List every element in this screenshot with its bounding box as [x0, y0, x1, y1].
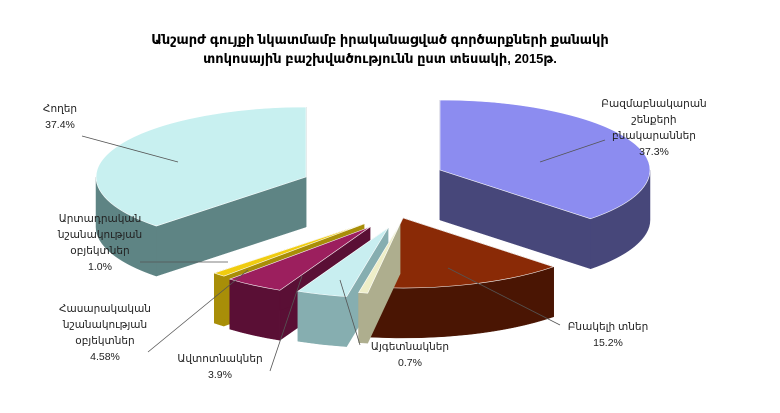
slice-value-label: 1.0%: [88, 261, 112, 273]
slice-category-label: Բազմաբնակարան: [601, 98, 706, 110]
slice-value-label: 37.4%: [45, 119, 75, 131]
slice-category-label: շենքերի: [631, 114, 676, 126]
chart-title-line-2: տոկոսային բաշխվածությունն ըստ տեսակի, 20…: [203, 51, 557, 66]
leader-lines: [81, 135, 606, 372]
leader-line: [339, 279, 361, 346]
slice-category-label: օբյեկտներ: [75, 335, 134, 347]
slice-category-label: նշանակության: [57, 229, 142, 241]
pie-slice-top: [358, 223, 401, 294]
pie-slice-wall: [297, 290, 347, 347]
pie-slice-wall: [358, 292, 368, 344]
slice-value-label: 37.3%: [639, 146, 669, 158]
pie-slice-wall: [214, 272, 225, 327]
leader-line: [447, 267, 561, 326]
pie-slice: [95, 106, 307, 277]
pie-slices: [95, 99, 651, 348]
slice-category-label: Բնակելի տներ: [568, 321, 649, 333]
pie-slice-top: [95, 106, 307, 227]
slice-category-label: բնակարաններ: [612, 130, 696, 142]
leader-line: [539, 139, 606, 163]
pie-slice: [370, 217, 555, 339]
pie-slice-top: [213, 223, 365, 277]
slice-category-label: Այգետնակներ: [371, 341, 449, 353]
leader-line: [81, 135, 179, 163]
leader-line: [269, 275, 303, 372]
slice-value-label: 4.58%: [90, 351, 120, 363]
slice-category-label: նշանակության: [62, 319, 147, 331]
slice-category-label: Հողեր: [43, 103, 77, 115]
slice-category-label: Ավտոտնակներ: [177, 353, 262, 365]
pie-slice: [358, 223, 401, 344]
pie-slice-top: [439, 99, 651, 220]
slice-category-label: օբյեկտներ: [70, 245, 129, 257]
leader-line: [147, 269, 249, 353]
slice-value-label: 3.9%: [208, 369, 232, 381]
slice-value-label: 0.7%: [398, 357, 422, 369]
chart-title-line-1: Անշարժ գույքի նկատմամբ իրականացված գործա…: [151, 32, 608, 47]
pie-slice-top: [228, 226, 371, 291]
pie-slice: [439, 99, 651, 270]
pie-slice-top: [297, 227, 389, 297]
slice-value-label: 15.2%: [593, 337, 623, 349]
slice-category-label: Հասարակական: [59, 303, 151, 315]
slice-labels: Բազմաբնակարան շենքերի բնակարաններ 37.3% Բնակ…: [43, 98, 707, 381]
slice-category-label: Արտադրական: [59, 213, 142, 225]
